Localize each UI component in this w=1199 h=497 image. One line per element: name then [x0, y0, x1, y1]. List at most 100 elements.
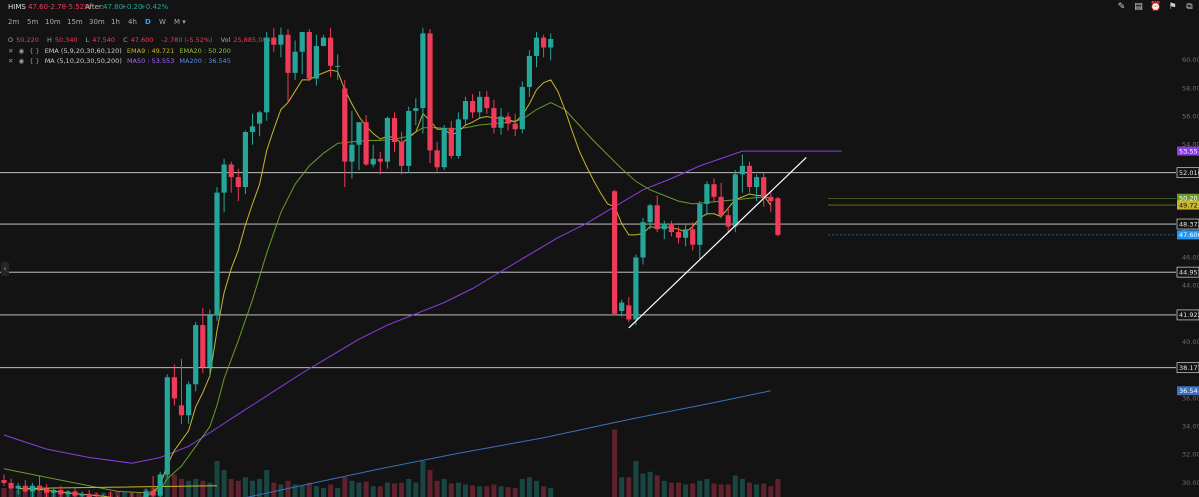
candle-body — [221, 164, 227, 193]
ma200-value: MA200 : 36.545 — [179, 57, 231, 65]
volume-bar — [775, 479, 781, 497]
visibility-icon[interactable]: ◉ — [18, 57, 25, 65]
candle-body — [299, 32, 305, 52]
candle-body — [768, 196, 774, 202]
settings-icon[interactable]: { } — [29, 47, 40, 55]
candle-body — [498, 116, 504, 128]
candle-body — [413, 108, 419, 111]
candle-body — [505, 116, 511, 124]
candle-body — [775, 198, 781, 235]
volume-bar — [541, 486, 547, 497]
candle-body — [342, 88, 348, 162]
candle-body — [526, 55, 532, 87]
candle-body — [391, 117, 398, 142]
candle-body — [455, 119, 461, 156]
price-badge — [1177, 193, 1199, 203]
candle-body — [65, 491, 71, 495]
volume-bar — [448, 483, 454, 497]
volume-bar — [761, 483, 767, 497]
visibility-icon[interactable]: ◉ — [18, 47, 25, 55]
candle-body — [313, 46, 319, 79]
remove-indicator-icon[interactable]: ✕ — [8, 47, 14, 55]
volume-bar — [321, 488, 326, 497]
volume-bar — [228, 479, 234, 497]
candle-body — [711, 184, 717, 197]
last-price: 47.60 — [28, 3, 49, 11]
pencil-icon[interactable]: ✎ — [1117, 2, 1126, 12]
volume-bar — [250, 480, 255, 497]
settings-icon[interactable]: { } — [29, 57, 40, 65]
candle-body — [306, 32, 312, 79]
volume-bar — [257, 479, 263, 497]
candle-body — [164, 377, 170, 475]
volume-bar — [207, 482, 213, 497]
candle-body — [193, 325, 199, 385]
timeframe-5m[interactable]: 5m — [27, 18, 39, 26]
timeframe-30m[interactable]: 30m — [89, 18, 105, 26]
timeframe-d[interactable]: D — [145, 18, 151, 26]
volume-bar — [122, 491, 128, 497]
y-tick-label: 54.000 — [1182, 141, 1199, 149]
ma-legend[interactable]: ✕ ◉ { } MA (5,10,20,30,50,200) MA50 : 53… — [8, 57, 234, 65]
ema-legend[interactable]: ✕ ◉ { } EMA (5,9,20,30,60,120) EMA9 : 49… — [8, 47, 234, 55]
candle-body — [732, 174, 738, 227]
close-value: 47.600 — [130, 36, 154, 44]
candle-body — [356, 122, 362, 145]
candle-body — [264, 37, 270, 113]
remove-indicator-icon[interactable]: ✕ — [8, 57, 14, 65]
timeframe-bar: 2m 5m 10m 15m 30m 1h 4h D W M ▾ — [0, 14, 1199, 32]
ema20-value: EMA20 : 50.200 — [179, 47, 231, 55]
collapse-panel-handle[interactable]: ‹ — [1, 262, 9, 276]
volume-bar — [406, 479, 412, 497]
candle-body — [633, 257, 639, 320]
timeframe-2m[interactable]: 2m — [8, 18, 20, 26]
volume-bar — [470, 485, 476, 497]
timeframe-1h[interactable]: 1h — [111, 18, 120, 26]
candle-body — [370, 158, 376, 165]
symbol[interactable]: HIMS — [8, 3, 26, 11]
volume-bar — [8, 489, 14, 497]
candle-body — [1, 480, 7, 483]
candle-body — [58, 489, 64, 495]
candle-body — [278, 34, 284, 45]
timeframe-4h[interactable]: 4h — [128, 18, 137, 26]
candle-body — [157, 474, 163, 496]
timeframe-m[interactable]: M ▾ — [174, 18, 186, 26]
y-tick-label: 36.000 — [1182, 394, 1199, 402]
candle-body — [249, 126, 256, 133]
volume-bar — [661, 480, 667, 497]
candle-body — [427, 33, 433, 151]
volume-bar — [690, 483, 696, 497]
chart-icon[interactable]: ▤ — [1134, 2, 1143, 12]
volume-bar — [676, 482, 681, 497]
candle-body — [725, 215, 731, 227]
alarm-icon[interactable]: ⏰ — [1150, 2, 1162, 12]
candle-body — [477, 96, 483, 113]
volume-bar — [441, 479, 447, 497]
volume-bar — [683, 484, 689, 497]
candle-body — [647, 205, 653, 223]
volume-bar — [186, 480, 192, 497]
candle-body — [683, 229, 689, 238]
candle-body — [541, 37, 547, 48]
candle-body — [675, 232, 682, 238]
volume-bar — [179, 479, 184, 497]
timeframe-w[interactable]: W — [159, 18, 166, 26]
timeframe-15m[interactable]: 15m — [67, 18, 83, 26]
expand-icon[interactable]: ⧉ — [1186, 2, 1193, 12]
timeframe-10m[interactable]: 10m — [45, 18, 61, 26]
volume-bar — [654, 475, 660, 497]
ma-name: MA (5,10,20,30,50,200) — [44, 57, 122, 65]
price-badge — [1177, 230, 1199, 240]
candle-body — [690, 229, 696, 245]
volume-bar — [193, 479, 199, 497]
ma50-line — [3, 150, 842, 464]
flag-icon[interactable]: ⚑ — [1168, 2, 1177, 12]
volume-bar — [718, 484, 724, 497]
volume-bar — [491, 484, 497, 497]
candle-body — [512, 123, 518, 130]
volume-bar — [739, 479, 745, 497]
candle-body — [718, 196, 724, 216]
candle-body — [668, 223, 674, 233]
